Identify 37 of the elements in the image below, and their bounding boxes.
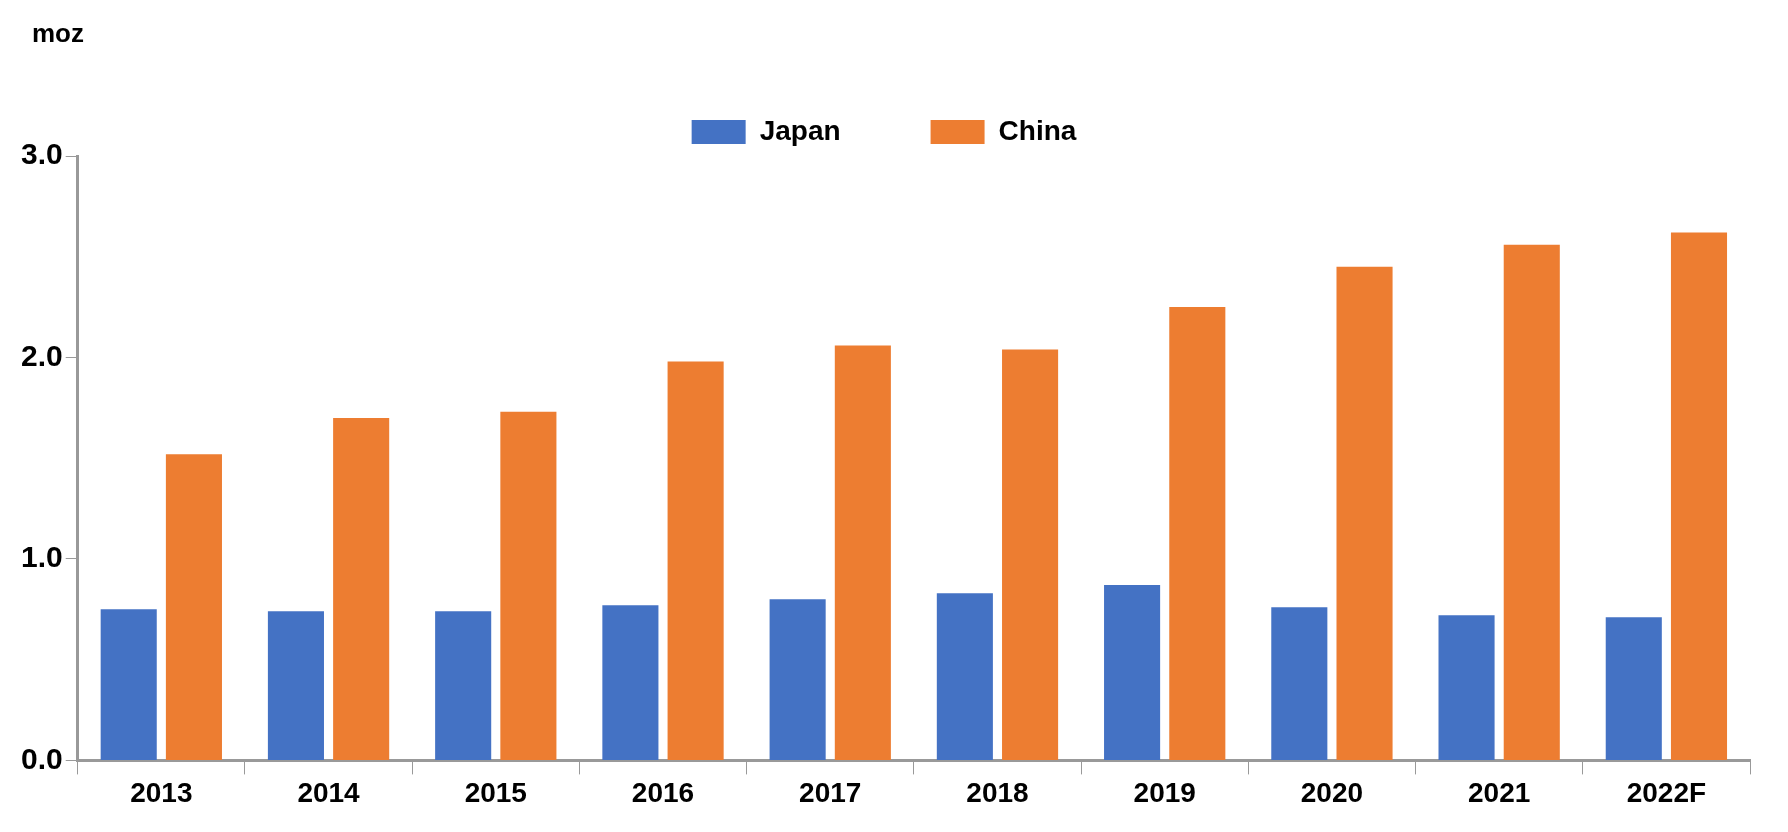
bar [1169, 307, 1226, 760]
x-tick-label: 2022F [1626, 776, 1707, 808]
x-tick-label: 2020 [1300, 776, 1364, 808]
bar [1438, 615, 1495, 760]
bar [1002, 349, 1059, 760]
x-tick-label: 2018 [966, 776, 1029, 808]
x-tick-label: 2013 [130, 776, 193, 808]
legend-label: Japan [759, 114, 841, 146]
bar [1670, 232, 1728, 760]
y-axis-title: moz [32, 18, 84, 49]
x-tick-label: 2014 [297, 776, 361, 808]
bar [1336, 266, 1393, 760]
bar [834, 345, 891, 760]
bar [500, 411, 557, 760]
y-tick-label: 1.0 [20, 540, 63, 574]
bar [333, 417, 390, 760]
bar [267, 611, 324, 760]
bar [1503, 244, 1560, 760]
x-tick-label: 2015 [464, 776, 527, 808]
bar [936, 593, 993, 760]
x-tick-label: 2019 [1133, 776, 1196, 808]
y-tick-label: 0.0 [20, 741, 63, 775]
bar [100, 609, 157, 760]
bar [1104, 585, 1161, 760]
bar [1605, 617, 1662, 760]
y-tick-label: 3.0 [20, 137, 63, 171]
y-tick-label: 2.0 [20, 338, 63, 372]
bar [602, 605, 659, 760]
bar [435, 611, 492, 760]
bar [667, 361, 724, 760]
legend-label: China [998, 114, 1077, 146]
x-tick-label: 2021 [1468, 776, 1531, 808]
x-tick-label: 2017 [799, 776, 862, 808]
bar [1271, 607, 1328, 760]
bar [165, 454, 222, 760]
x-tick-label: 2016 [631, 776, 695, 808]
bar [769, 599, 826, 760]
